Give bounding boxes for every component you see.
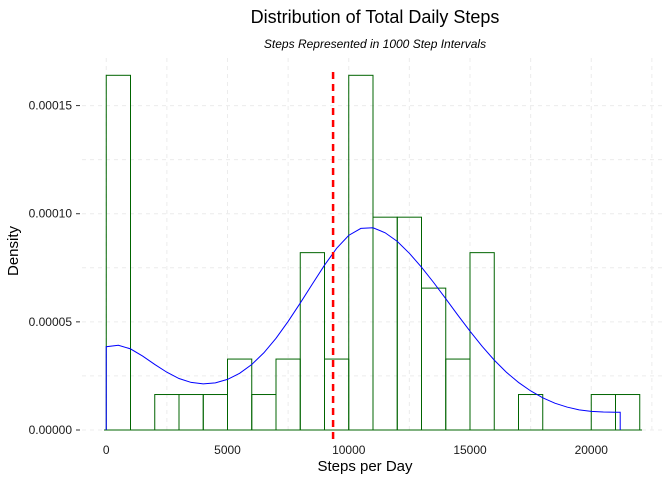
histogram-bar (227, 358, 253, 431)
y-axis-title: Density (5, 225, 22, 276)
histogram-bars (104, 74, 642, 431)
y-tick-label: 0.00015 (29, 99, 73, 113)
histogram-bar (372, 216, 398, 431)
x-axis-title: Steps per Day (317, 458, 413, 475)
histogram-bar (421, 287, 447, 431)
histogram-bar (251, 394, 277, 431)
histogram-bar (202, 394, 228, 431)
y-tick-label: 0.00010 (29, 207, 73, 221)
x-tick-label: 20000 (575, 443, 609, 457)
histogram-bar (518, 394, 544, 431)
histogram-bar (105, 74, 131, 431)
y-tick-label: 0.00000 (29, 423, 73, 437)
histogram-bar (324, 358, 350, 431)
x-tick-label: 0 (103, 443, 110, 457)
histogram-bar (445, 358, 471, 431)
density-curve (105, 227, 621, 430)
y-tick-label: 0.00005 (29, 315, 73, 329)
chart-subtitle: Steps Represented in 1000 Step Intervals (264, 37, 486, 51)
histogram-bar (348, 74, 374, 431)
chart-title: Distribution of Total Daily Steps (251, 7, 500, 27)
histogram-bar (299, 252, 325, 431)
x-tick-label: 15000 (453, 443, 487, 457)
histogram-bar (469, 252, 495, 431)
x-tick-label: 5000 (214, 443, 241, 457)
x-axis-ticks: 0 5000 10000 15000 20000 (103, 443, 608, 457)
histogram-bar (178, 394, 204, 431)
x-tick-label: 10000 (332, 443, 366, 457)
y-axis-ticks: 0.00000 0.00005 0.00010 0.00015 (29, 99, 80, 437)
density-curve-path (105, 227, 621, 430)
